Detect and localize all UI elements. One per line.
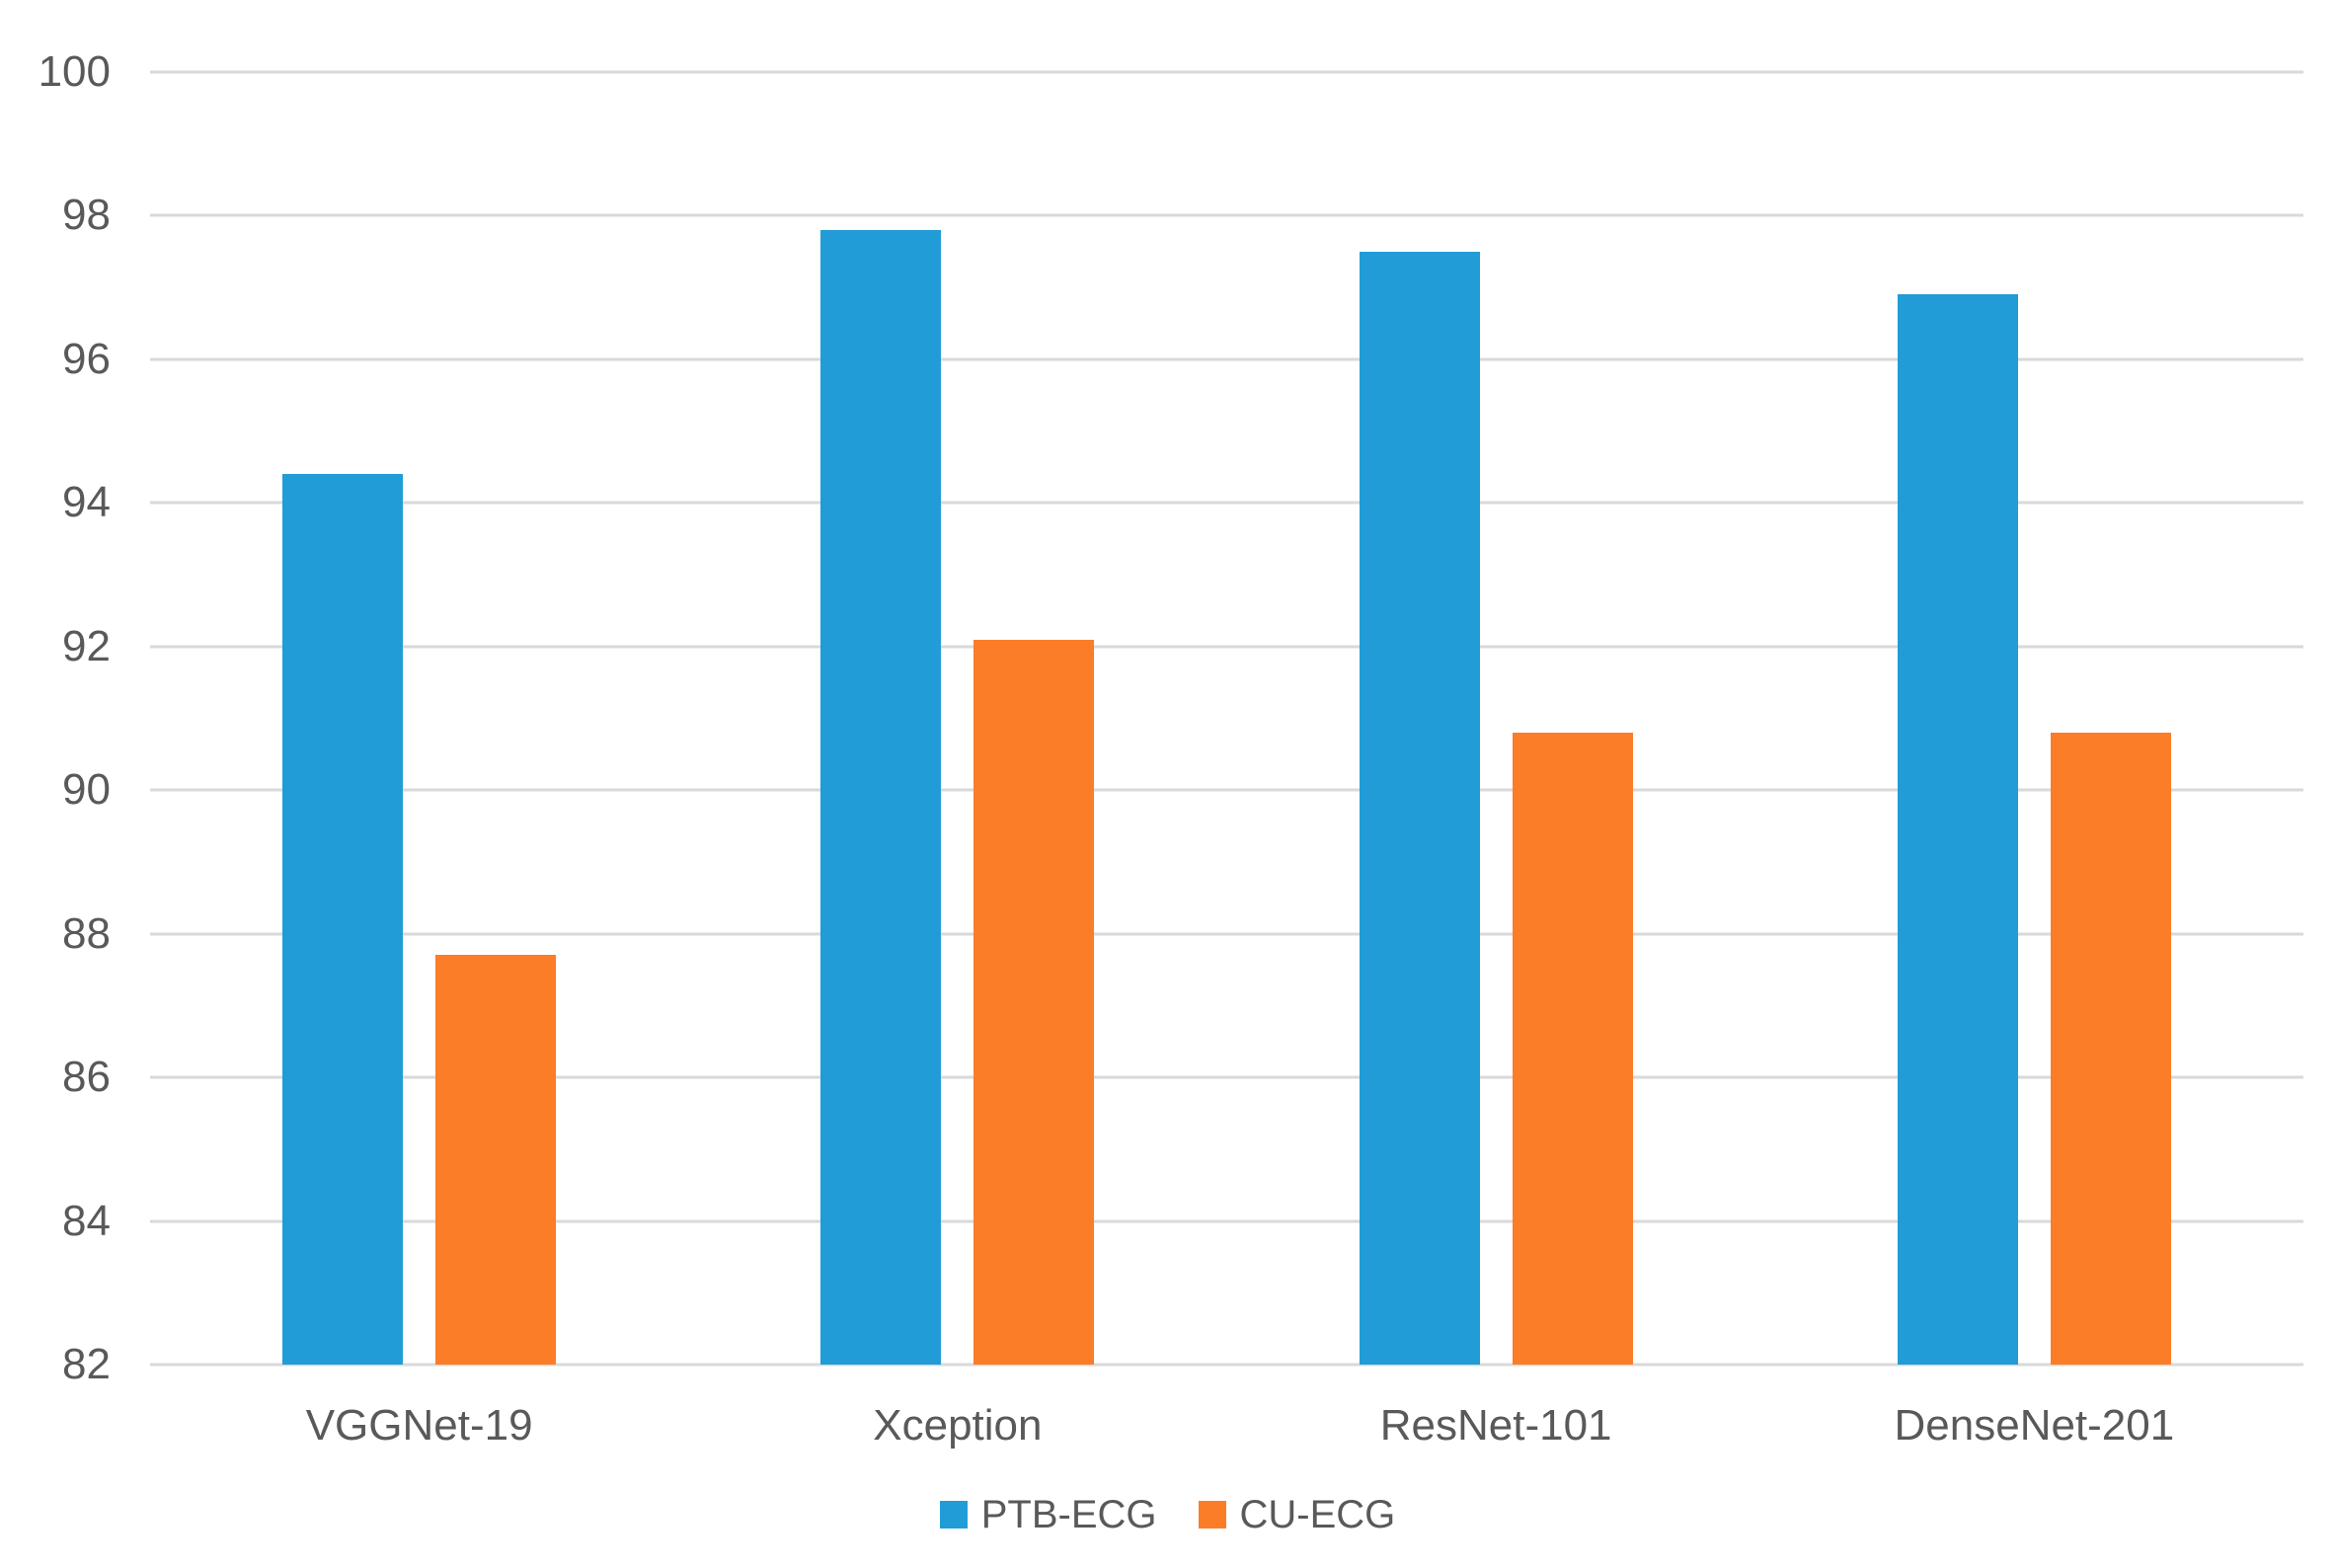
bar-ptb-ecg-vggnet-19 [282,474,404,1365]
gridline-90 [150,788,2303,792]
x-category-label-resnet-101: ResNet-101 [1379,1401,1612,1450]
y-tick-label-86: 86 [62,1053,111,1102]
gridline-98 [150,213,2303,217]
gridline-92 [150,645,2303,649]
gridline-96 [150,357,2303,361]
y-tick-label-96: 96 [62,334,111,383]
gridline-94 [150,501,2303,505]
bar-ptb-ecg-resnet-101 [1359,251,1480,1365]
y-tick-label-92: 92 [62,621,111,670]
y-tick-label-100: 100 [38,47,111,96]
y-tick-label-98: 98 [62,191,111,240]
bar-cu-ecg-xception [973,639,1095,1365]
legend: PTB-ECG CU-ECG [0,1493,2335,1536]
y-tick-label-82: 82 [62,1340,111,1388]
y-tick-label-94: 94 [62,478,111,527]
bar-ptb-ecg-densenet-201 [1897,294,2018,1365]
gridline-82 [150,1363,2303,1367]
legend-swatch-ptb-ecg [939,1501,968,1529]
bar-cu-ecg-densenet-201 [2050,733,2171,1365]
legend-item-ptb-ecg: PTB-ECG [939,1493,1157,1536]
legend-label-ptb-ecg: PTB-ECG [980,1493,1157,1536]
gridline-88 [150,932,2303,936]
bar-cu-ecg-resnet-101 [1512,733,1633,1365]
legend-item-cu-ecg: CU-ECG [1198,1493,1396,1536]
legend-label-cu-ecg: CU-ECG [1239,1493,1396,1536]
y-tick-label-88: 88 [62,908,111,958]
gridline-100 [150,70,2303,74]
bar-cu-ecg-vggnet-19 [435,955,557,1365]
bar-ptb-ecg-xception [820,229,942,1365]
x-category-label-xception: Xception [873,1401,1043,1450]
y-tick-label-90: 90 [62,765,111,815]
gridline-86 [150,1075,2303,1079]
gridline-84 [150,1219,2303,1223]
x-category-label-vggnet-19: VGGNet-19 [305,1401,533,1450]
y-tick-label-84: 84 [62,1196,111,1245]
x-category-label-densenet-201: DenseNet-201 [1894,1401,2175,1450]
legend-swatch-cu-ecg [1198,1501,1226,1529]
